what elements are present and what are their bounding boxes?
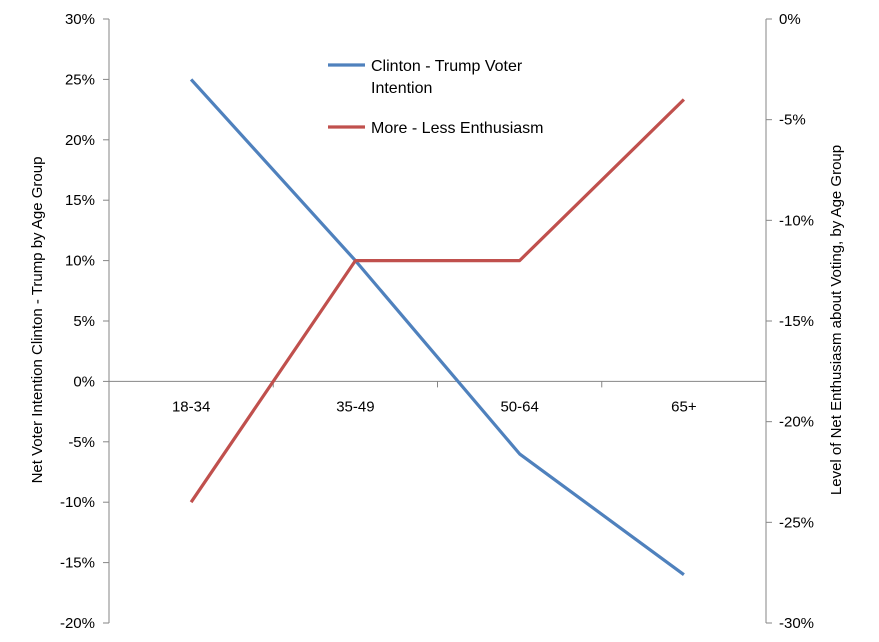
left-axis-title: Net Voter Intention Clinton - Trump by A… — [29, 157, 46, 484]
series-line-2 — [189, 98, 686, 504]
category-label: 65+ — [671, 398, 697, 415]
left-tick-label: -20% — [60, 615, 95, 632]
left-tick-label: -10% — [60, 494, 95, 511]
category-label: 35-49 — [336, 398, 374, 415]
legend-label-1: Intention — [371, 80, 432, 97]
left-tick-label: 10% — [65, 253, 95, 270]
left-tick-label: -15% — [60, 555, 95, 572]
category-label: 18-34 — [172, 398, 210, 415]
right-axis-ticks: 0% -5% -10% -15% -20% -25% -30% — [766, 11, 814, 632]
left-axis-ticks: 30% 25% 20% 15% 10% 5% 0% -5% -10% -15% -20% — [60, 11, 109, 632]
legend-label-2: More - Less Enthusiasm — [371, 120, 544, 137]
legend-label-1: Clinton - Trump Voter — [371, 58, 523, 75]
right-tick-label: -25% — [779, 514, 814, 531]
right-tick-label: -30% — [779, 615, 814, 632]
series-lines — [189, 78, 686, 576]
left-tick-label: 20% — [65, 132, 95, 149]
left-tick-label: 15% — [65, 192, 95, 209]
category-label: 50-64 — [500, 398, 538, 415]
right-tick-label: -10% — [779, 212, 814, 229]
axes — [108, 19, 767, 623]
left-tick-label: -5% — [68, 434, 95, 451]
right-tick-label: -5% — [779, 112, 806, 129]
category-labels: 18-34 35-49 50-64 65+ — [172, 398, 697, 415]
left-tick-label: 30% — [65, 11, 95, 28]
legend: Clinton - Trump Voter Intention More - Les… — [328, 58, 544, 137]
right-tick-label: 0% — [779, 11, 801, 28]
left-tick-label: 0% — [73, 373, 95, 390]
left-tick-label: 5% — [73, 313, 95, 330]
right-tick-label: -20% — [779, 414, 814, 431]
right-tick-label: -15% — [779, 313, 814, 330]
series-line-1 — [189, 78, 685, 576]
right-axis-title: Level of Net Enthusiasm about Voting, by… — [828, 145, 845, 495]
left-tick-label: 25% — [65, 71, 95, 88]
